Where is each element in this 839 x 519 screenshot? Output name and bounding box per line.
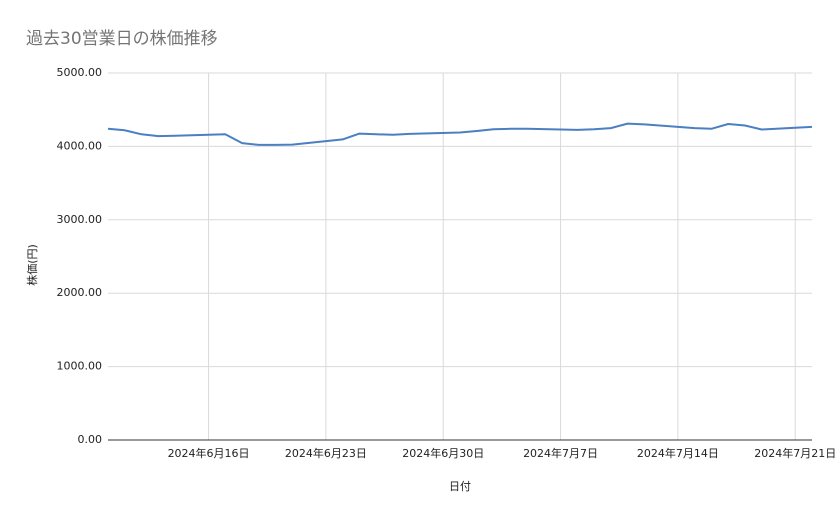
y-tick-label: 5000.00 bbox=[57, 66, 103, 79]
y-tick-label: 4000.00 bbox=[57, 139, 103, 152]
y-axis-title: 株価(円) bbox=[25, 244, 39, 286]
y-tick-label: 3000.00 bbox=[57, 213, 103, 226]
x-tick-label: 2024年6月16日 bbox=[168, 446, 250, 460]
y-tick-label: 0.00 bbox=[78, 433, 103, 446]
y-tick-label: 2000.00 bbox=[57, 286, 103, 299]
x-axis-title: 日付 bbox=[449, 480, 471, 493]
x-tick-label: 2024年6月23日 bbox=[285, 446, 367, 460]
chart-title: 過去30営業日の株価推移 bbox=[26, 29, 218, 49]
data-line bbox=[107, 122, 813, 146]
x-tick-label: 2024年7月14日 bbox=[637, 446, 719, 460]
y-tick-label: 1000.00 bbox=[57, 360, 103, 373]
x-tick-label: 2024年6月30日 bbox=[402, 446, 484, 460]
x-tick-label: 2024年7月7日 bbox=[523, 446, 598, 460]
x-tick-label: 2024年7月21日 bbox=[754, 446, 836, 460]
